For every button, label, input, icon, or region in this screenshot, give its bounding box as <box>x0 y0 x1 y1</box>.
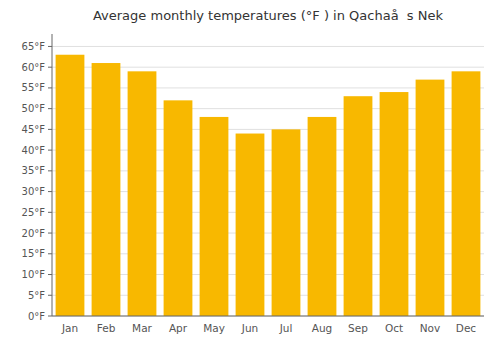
bar <box>56 55 85 316</box>
bar <box>452 71 481 316</box>
y-tick-label: 5°F <box>28 290 45 301</box>
y-tick <box>48 295 52 296</box>
y-tick <box>48 67 52 68</box>
bar <box>92 63 121 316</box>
y-tick-label: 55°F <box>22 82 46 93</box>
grid-line <box>52 316 484 317</box>
y-tick-label: 10°F <box>22 269 46 280</box>
chart-title: Average monthly temperatures (°F ) in Qa… <box>93 8 444 23</box>
y-tick-label: 20°F <box>22 228 46 239</box>
y-tick-label: 30°F <box>22 186 46 197</box>
x-tick-label: Jul <box>279 322 293 334</box>
bar <box>308 117 337 316</box>
y-tick-label: 40°F <box>22 145 46 156</box>
y-tick-label: 15°F <box>22 248 46 259</box>
y-tick <box>48 170 52 171</box>
y-tick <box>48 191 52 192</box>
bar <box>236 134 265 316</box>
x-tick-label: May <box>203 322 225 334</box>
x-axis-line <box>52 316 484 317</box>
grid-line <box>52 46 484 47</box>
x-tick-label: Feb <box>97 322 116 334</box>
x-tick-label: Dec <box>456 322 477 334</box>
y-tick-label: 60°F <box>22 62 46 73</box>
y-tick-label: 0°F <box>28 311 45 322</box>
x-tick-label: Oct <box>385 322 403 334</box>
y-tick-label: 35°F <box>22 165 46 176</box>
x-tick-label: Apr <box>169 322 188 334</box>
x-tick-label: Aug <box>312 322 333 334</box>
y-tick <box>48 150 52 151</box>
chart-svg: Average monthly temperatures (°F ) in Qa… <box>0 0 500 350</box>
bar <box>164 100 193 316</box>
x-tick-label: Sep <box>348 322 368 334</box>
bar <box>344 96 373 316</box>
bar <box>380 92 409 316</box>
y-axis-line <box>52 34 53 316</box>
y-tick <box>48 253 52 254</box>
x-tick-label: Jan <box>61 322 78 334</box>
bar <box>128 71 157 316</box>
bar <box>200 117 229 316</box>
y-tick-label: 25°F <box>22 207 46 218</box>
bars <box>56 55 481 316</box>
x-tick-label: Nov <box>420 322 441 334</box>
y-tick <box>48 129 52 130</box>
bar <box>416 80 445 316</box>
y-tick <box>48 316 52 317</box>
y-tick <box>48 108 52 109</box>
y-tick <box>48 46 52 47</box>
chart-container: Average monthly temperatures (°F ) in Qa… <box>0 0 500 350</box>
y-tick-label: 50°F <box>22 103 46 114</box>
bar <box>272 129 301 316</box>
x-tick-label: Mar <box>132 322 152 334</box>
y-tick-label: 65°F <box>22 41 46 52</box>
y-tick <box>48 87 52 88</box>
y-tick-label: 45°F <box>22 124 46 135</box>
y-tick <box>48 274 52 275</box>
x-tick-label: Jun <box>241 322 258 334</box>
y-tick <box>48 233 52 234</box>
y-tick <box>48 212 52 213</box>
y-axis: 0°F 5°F 10°F 15°F 20°F 25°F 30°F 35°F 40°F 45°F 50… <box>22 41 484 322</box>
x-axis: Jan Feb Mar Apr May Jun Jul Aug Sep Oct Nov Dec <box>61 322 476 334</box>
